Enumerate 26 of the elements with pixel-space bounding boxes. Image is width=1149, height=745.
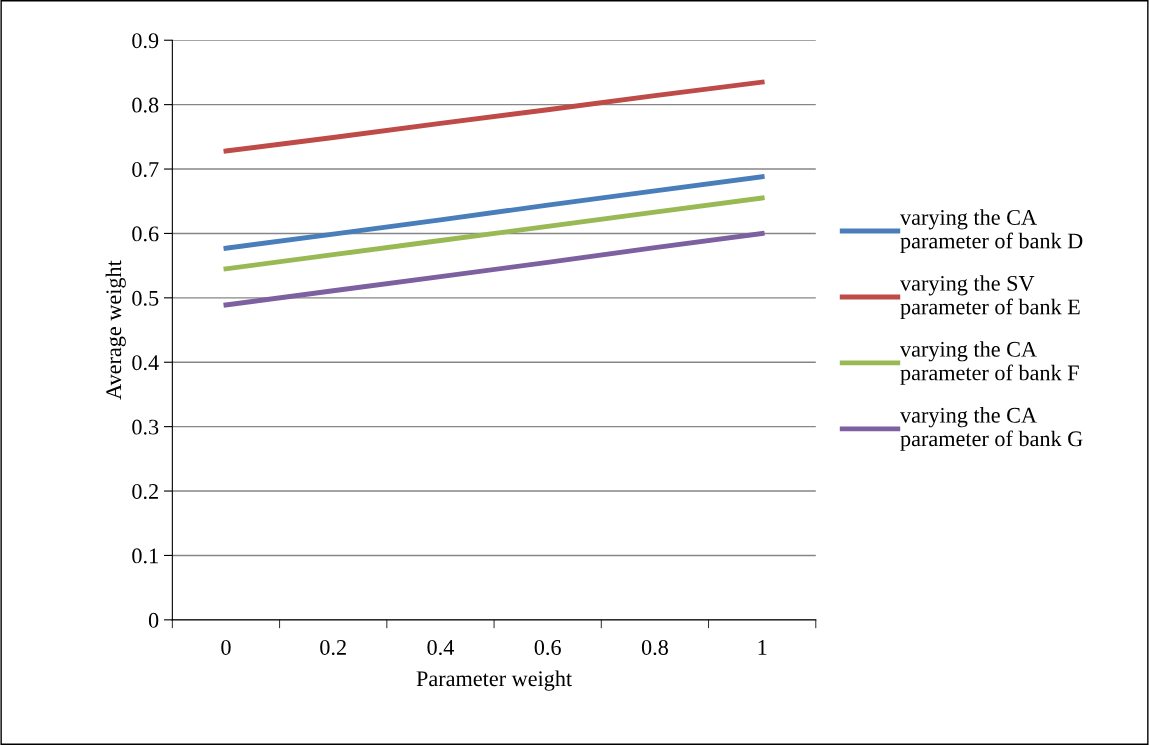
line-series: [223, 174, 765, 251]
y-tick-label: 0.5: [132, 290, 159, 306]
line-series: [223, 231, 765, 308]
x-tick-label: 1: [758, 640, 767, 655]
y-tick-label: 0.8: [132, 97, 159, 113]
y-tick-label: 0.9: [132, 33, 159, 49]
y-tick-label: 0.3: [132, 419, 159, 435]
y-tick-label: 0.2: [132, 483, 158, 500]
y-tick-label: 0.7: [132, 161, 159, 178]
x-tick-label: 0.8: [641, 639, 668, 656]
y-tick-label: 0.4: [132, 355, 159, 371]
x-tick-label: 0.4: [427, 639, 454, 656]
x-tick-label: 0: [221, 639, 231, 655]
line-series: [223, 195, 765, 272]
legend-label: varying the SV parameter of bank E: [900, 275, 1080, 319]
legend-label: varying the CA parameter of bank D: [900, 209, 1083, 253]
y-tick-label: 0.6: [132, 226, 159, 242]
y-tick-label: 0: [148, 612, 159, 628]
line-series: [223, 79, 765, 154]
x-tick-label: 0.2: [320, 639, 346, 656]
legend-label: varying the CA parameter of bank G: [900, 407, 1083, 451]
y-tick-label: 0.1: [132, 548, 158, 564]
x-axis-title: Parameter weight: [416, 670, 572, 691]
y-axis-title: Average weight: [105, 260, 126, 400]
legend-label: varying the CA parameter of bank F: [900, 341, 1079, 385]
x-tick-label: 0.6: [534, 639, 561, 656]
